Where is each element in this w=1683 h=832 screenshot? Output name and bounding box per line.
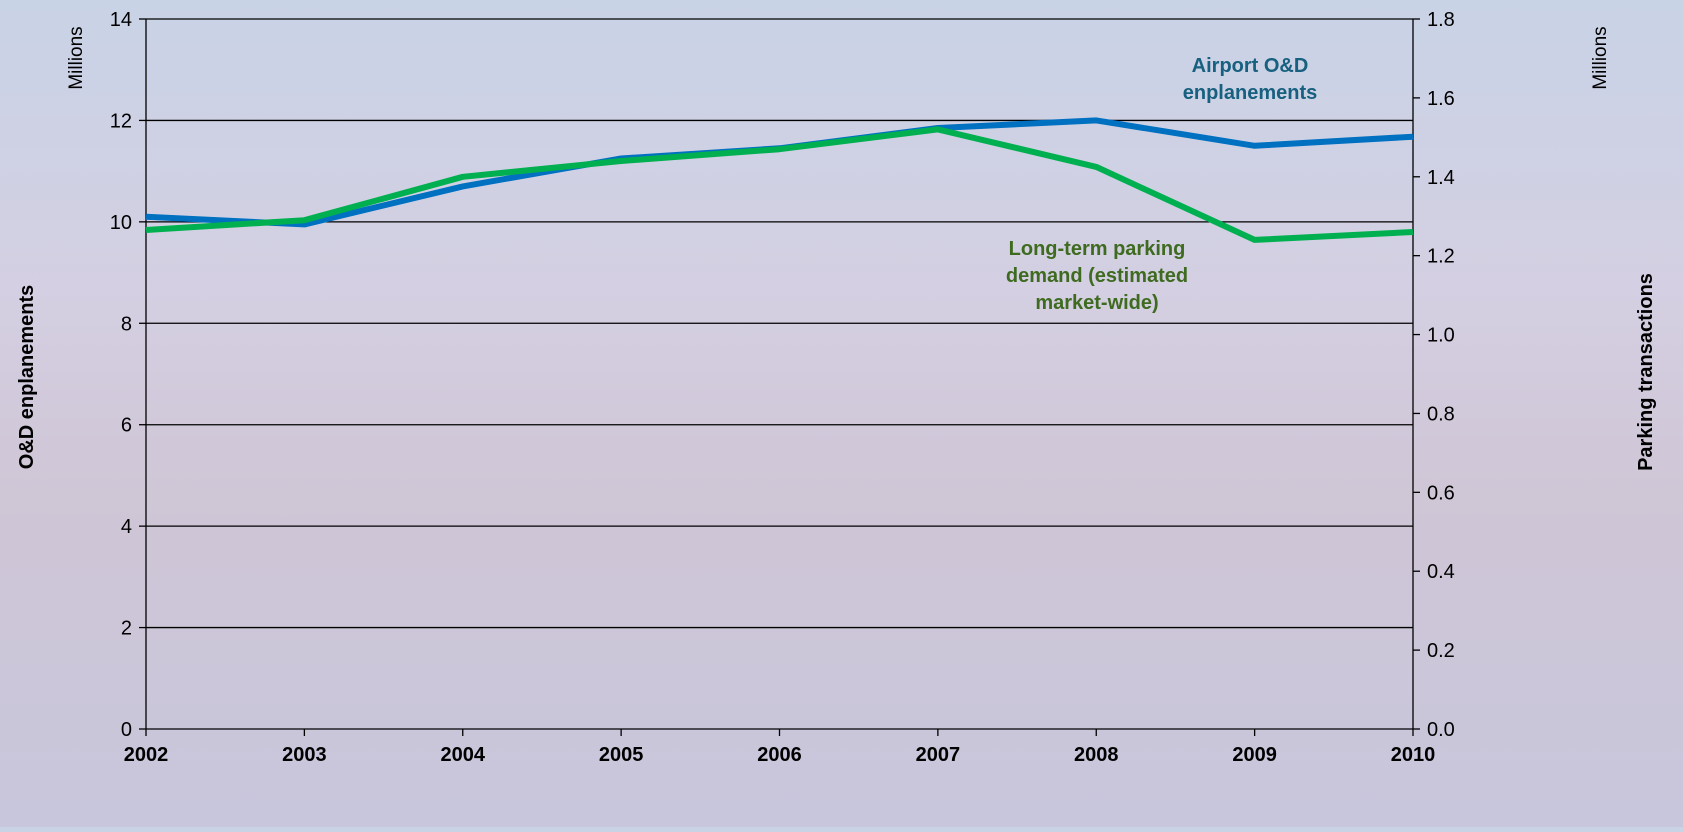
- x-tick-label: 2008: [1074, 744, 1119, 766]
- annotations: Airport O&D enplanements Long-term parking…: [1006, 55, 1317, 314]
- annotation-line: demand (estimated: [1006, 265, 1188, 287]
- right-tick-label: 0.2: [1427, 640, 1455, 662]
- left-axis-title: O&D enplanements: [16, 285, 38, 469]
- right-tick-label: 0.8: [1427, 403, 1455, 425]
- right-tick-label: 0.0: [1427, 719, 1455, 741]
- series-lines: [145, 117, 1414, 243]
- axis-titles: Millions Millions O&D enplanements Parki…: [16, 26, 1657, 471]
- annotation-enplanements: Airport O&D enplanements: [1183, 55, 1317, 104]
- left-tick-label: 2: [121, 618, 132, 640]
- axes: [145, 19, 1414, 730]
- left-tick-label: 14: [110, 9, 132, 31]
- x-tick-label: 2005: [599, 744, 644, 766]
- right-tick-label: 1.6: [1427, 88, 1455, 110]
- left-axis-unit: Millions: [66, 26, 87, 89]
- left-tick-label: 0: [121, 719, 132, 741]
- right-tick-label: 1.8: [1427, 9, 1455, 31]
- x-tick-label: 2006: [757, 744, 802, 766]
- annotation-parking: Long-term parking demand (estimated market…: [1006, 238, 1188, 314]
- x-tick-label: 2009: [1232, 744, 1277, 766]
- right-axis-unit: Millions: [1590, 26, 1611, 89]
- right-tick-label: 0.6: [1427, 482, 1455, 504]
- right-tick-label: 1.4: [1427, 167, 1455, 189]
- right-axis-ticks: 0.0 0.2 0.4 0.6 0.8 1.0 1.2 1.4 1.6 1.8: [1413, 9, 1455, 741]
- left-tick-label: 12: [110, 110, 132, 132]
- left-tick-label: 6: [121, 415, 132, 437]
- x-tick-label: 2010: [1391, 744, 1436, 766]
- x-tick-label: 2003: [282, 744, 327, 766]
- x-tick-label: 2007: [916, 744, 961, 766]
- annotation-line: Airport O&D: [1192, 55, 1309, 77]
- x-tick-label: 2002: [124, 744, 169, 766]
- x-axis-ticks: 2002 2003 2004 2005 2006 2007 2008 2009 2010: [124, 729, 1436, 766]
- right-axis-title: Parking transactions: [1635, 273, 1657, 471]
- annotation-line: market-wide): [1035, 292, 1158, 314]
- left-tick-label: 4: [121, 516, 132, 538]
- annotation-line: enplanements: [1183, 82, 1317, 104]
- left-axis-ticks: 0 2 4 6 8 10 12 14: [110, 9, 146, 741]
- right-tick-label: 1.0: [1427, 325, 1455, 347]
- x-tick-label: 2004: [441, 744, 486, 766]
- gridlines: [146, 18, 1413, 629]
- right-tick-label: 1.2: [1427, 246, 1455, 268]
- series-line-parking: [145, 126, 1414, 243]
- left-tick-label: 8: [121, 313, 132, 335]
- right-tick-label: 0.4: [1427, 561, 1455, 583]
- annotation-line: Long-term parking: [1009, 238, 1186, 260]
- left-tick-label: 10: [110, 212, 132, 234]
